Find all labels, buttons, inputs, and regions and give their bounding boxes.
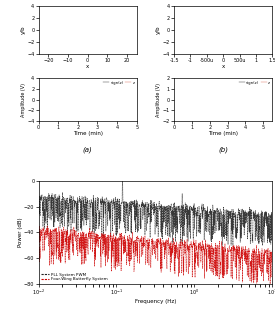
- Text: (a): (a): [83, 146, 92, 153]
- Legend: sign(z), z: sign(z), z: [238, 80, 270, 85]
- X-axis label: x: x: [86, 64, 89, 69]
- Legend: sign(z), z: sign(z), z: [103, 80, 135, 85]
- Y-axis label: y/b: y/b: [156, 26, 161, 34]
- Y-axis label: Power (dB): Power (dB): [18, 217, 23, 247]
- Text: (b): (b): [218, 146, 228, 153]
- X-axis label: Frequency (Hz): Frequency (Hz): [135, 299, 176, 304]
- Y-axis label: Amplitude (V): Amplitude (V): [156, 83, 161, 117]
- X-axis label: Time (min): Time (min): [208, 131, 238, 136]
- Y-axis label: Amplitude (V): Amplitude (V): [21, 83, 26, 117]
- X-axis label: x: x: [222, 64, 225, 69]
- Y-axis label: y/b: y/b: [21, 26, 26, 34]
- X-axis label: Time (min): Time (min): [73, 131, 103, 136]
- Legend: PLL System PWM, Four-Wing Butterfly System: PLL System PWM, Four-Wing Butterfly Syst…: [41, 272, 108, 282]
